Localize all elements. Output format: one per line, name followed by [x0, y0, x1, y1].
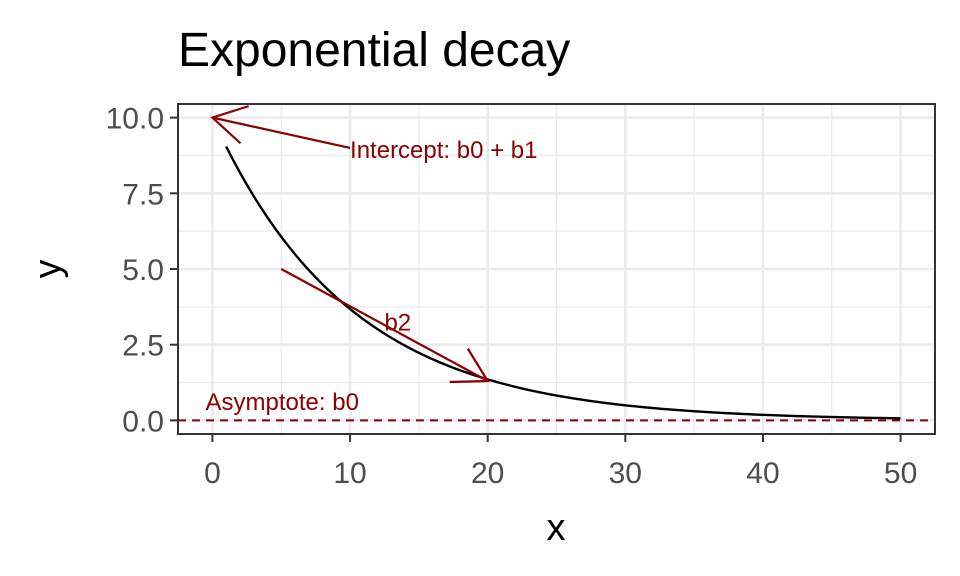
x-tick-label: 50: [884, 457, 917, 490]
x-tick-label: 10: [333, 457, 366, 490]
annotation-layer: Asymptote: b0 Intercept: b0 + b1 b2: [206, 105, 538, 416]
annotation-label: Intercept: b0 + b1: [350, 137, 537, 164]
annotation-arrow-head: [210, 105, 249, 145]
x-axis-title: x: [547, 507, 566, 549]
x-tick-label: 0: [204, 457, 221, 490]
y-axis: 0.0 2.5 5.0 7.5 10.0: [106, 103, 178, 438]
y-tick-label: 10.0: [106, 103, 164, 136]
chart-title: Exponential decay: [178, 24, 570, 77]
series-layer: [225, 145, 901, 420]
annotation-arrow-head: [449, 348, 490, 384]
y-tick-label: 0.0: [122, 405, 164, 438]
y-tick-label: 2.5: [122, 330, 164, 363]
y-tick-label: 5.0: [122, 254, 164, 287]
y-axis-title: y: [27, 260, 69, 279]
major-gridlines: [178, 104, 935, 434]
x-tick-label: 30: [609, 457, 642, 490]
y-tick-label: 7.5: [122, 178, 164, 211]
annotation-arrow-shaft: [280, 268, 489, 382]
x-tick-label: 40: [746, 457, 779, 490]
annotation-arrow-shaft: [212, 116, 351, 149]
asymptote-label: Asymptote: b0: [206, 389, 359, 416]
annotation-label: b2: [384, 309, 411, 336]
decay-curve: [225, 145, 901, 420]
x-tick-label: 20: [471, 457, 504, 490]
x-axis: 0 10 20 30 40 50: [204, 434, 917, 490]
